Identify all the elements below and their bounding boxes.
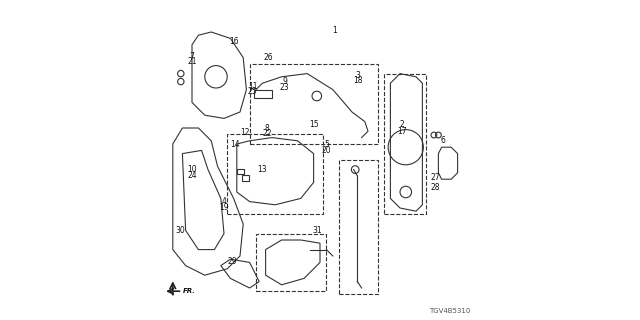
Text: 22: 22 <box>262 129 272 138</box>
Bar <box>242 175 248 181</box>
Text: FR.: FR. <box>182 288 195 294</box>
Bar <box>256 234 326 291</box>
Text: 28: 28 <box>431 183 440 192</box>
Text: 30: 30 <box>175 226 185 235</box>
Text: 9: 9 <box>282 77 287 86</box>
Text: 13: 13 <box>257 165 268 174</box>
Bar <box>339 160 378 294</box>
Bar <box>250 64 378 144</box>
Text: 11: 11 <box>248 82 257 91</box>
Bar <box>384 74 426 214</box>
Text: 14: 14 <box>230 140 240 148</box>
Text: 16: 16 <box>228 37 239 46</box>
Text: 27: 27 <box>430 173 440 182</box>
Bar <box>227 134 323 214</box>
Text: TGV4B5310: TGV4B5310 <box>429 308 470 314</box>
Text: 19: 19 <box>219 203 229 212</box>
Text: 20: 20 <box>321 146 332 155</box>
Text: 6: 6 <box>441 136 445 145</box>
Text: 12: 12 <box>240 128 250 137</box>
Text: 10: 10 <box>187 165 197 174</box>
Text: 31: 31 <box>312 226 322 235</box>
Text: 2: 2 <box>399 120 404 129</box>
Text: 29: 29 <box>227 257 237 266</box>
Text: 8: 8 <box>265 124 269 132</box>
Bar <box>237 169 244 174</box>
Text: 15: 15 <box>308 120 319 129</box>
Text: 25: 25 <box>248 87 258 96</box>
Text: 1: 1 <box>332 26 337 35</box>
Text: 26: 26 <box>264 53 274 62</box>
Text: 7: 7 <box>189 52 195 60</box>
Text: 18: 18 <box>353 76 362 84</box>
Text: 4: 4 <box>221 197 227 206</box>
Text: 21: 21 <box>188 57 196 66</box>
Text: 17: 17 <box>397 127 406 136</box>
Text: 23: 23 <box>280 83 290 92</box>
Text: 3: 3 <box>355 71 360 80</box>
Bar <box>254 90 272 98</box>
Text: 24: 24 <box>187 171 197 180</box>
Text: 5: 5 <box>324 140 329 148</box>
